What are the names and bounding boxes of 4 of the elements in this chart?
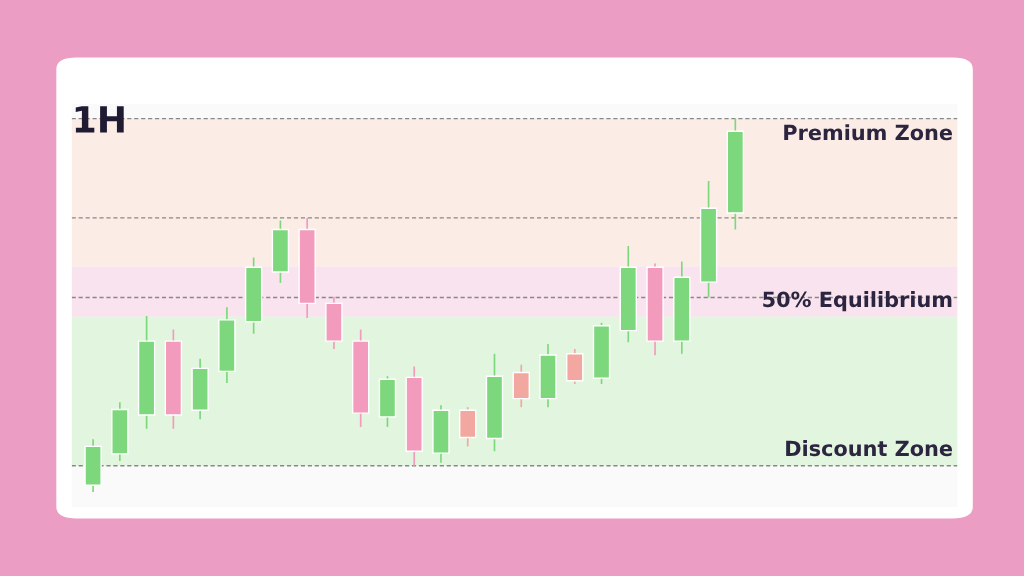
band-label: Premium Zone [784, 124, 952, 141]
band-label: 50% Equilibrium [763, 291, 952, 312]
chart-title: 1H [75, 106, 124, 133]
band-label: Discount Zone [786, 440, 952, 457]
